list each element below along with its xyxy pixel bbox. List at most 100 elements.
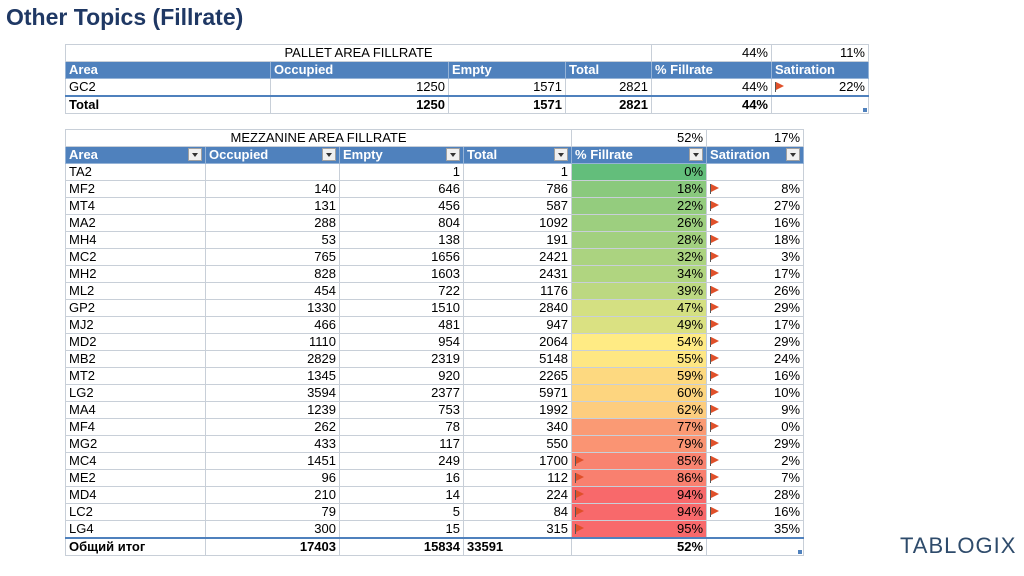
fillrate-cell-text: 59% — [677, 368, 704, 384]
satiration-cell-text: 17% — [774, 266, 801, 282]
total-cell: 1700 — [462, 452, 573, 470]
page-title: Other Topics (Fillrate) — [6, 4, 244, 30]
table-row: MT2 1345 920 2265 59% 16% — [65, 367, 805, 385]
total-cell: 5148 — [462, 350, 573, 368]
total-cell-text: 224 — [546, 487, 569, 503]
table-row: ME2 96 16 112 86% 7% — [65, 469, 805, 487]
satiration-cell: 8% — [706, 180, 805, 198]
empty-cell: 138 — [339, 231, 464, 249]
flag-icon — [710, 218, 720, 228]
pallet-caption-sat: 11% — [771, 44, 869, 62]
fillrate-cell-text: 85% — [677, 453, 704, 469]
satiration-cell-text: 9% — [781, 402, 801, 418]
fillrate-cell: 94% — [571, 486, 708, 504]
total-cell: 315 — [462, 520, 573, 539]
mezz-header-cell: Total — [462, 146, 573, 164]
table-row: MD4 210 14 224 94% 28% — [65, 486, 805, 504]
total-cell: 224 — [462, 486, 573, 504]
mezz-header-cell-text: Satiration — [710, 147, 770, 163]
mezz-caption-sat: 17% — [706, 129, 805, 147]
area-cell: MA2 — [65, 214, 206, 232]
table-resize-handle[interactable] — [798, 550, 803, 554]
flag-icon — [710, 337, 720, 347]
fillrate-cell-text: 62% — [677, 402, 704, 418]
table-row: MA2 288 804 1092 26% 16% — [65, 214, 805, 232]
total-cell-text: 786 — [546, 181, 569, 197]
occupied-cell: 53 — [205, 231, 340, 249]
mezz-caption-fill: 52% — [571, 129, 708, 147]
satiration-cell: 18% — [706, 231, 805, 249]
total-cell-text: 587 — [546, 198, 569, 214]
area-cell-text: MA2 — [69, 215, 96, 231]
occupied-cell: 262 — [205, 418, 340, 436]
total-occupied-text: 17403 — [299, 539, 336, 554]
satiration-cell: 17% — [706, 265, 805, 283]
table-resize-handle[interactable] — [863, 108, 867, 112]
filter-dropdown-icon[interactable] — [554, 148, 569, 161]
total-cell-text: 2265 — [539, 368, 569, 384]
empty-cell-text: 16 — [445, 470, 460, 486]
occupied-cell: 765 — [205, 248, 340, 266]
filter-dropdown-icon[interactable] — [786, 148, 801, 161]
fillrate-cell-text: 55% — [677, 351, 704, 367]
occupied-cell-text: 3594 — [307, 385, 336, 401]
satiration-cell-text: 18% — [774, 232, 801, 248]
occupied-cell: 1330 — [205, 299, 340, 317]
pallet-caption-sat-text: 11% — [839, 45, 865, 61]
total-cell: 1992 — [462, 401, 573, 419]
flag-icon — [710, 320, 720, 330]
area-cell-text: MF4 — [69, 419, 95, 435]
area-cell: MJ2 — [65, 316, 206, 334]
fillrate-cell: 32% — [571, 248, 708, 266]
total-cell-text: 2821 — [619, 79, 648, 94]
total-cell-text: 1700 — [539, 453, 569, 469]
flag-icon — [710, 473, 720, 483]
pallet-caption-text: PALLET AREA FILLRATE — [284, 45, 433, 61]
table-row: LC2 79 5 84 94% 16% — [65, 503, 805, 521]
filter-dropdown-icon[interactable] — [689, 148, 704, 161]
area-cell-text: MF2 — [69, 181, 95, 197]
occupied-cell-text: 1330 — [307, 300, 336, 316]
occupied-cell: 828 — [205, 265, 340, 283]
occupied-cell-text: 96 — [321, 470, 336, 486]
empty-cell: 117 — [339, 435, 464, 453]
fillrate-cell-text: 39% — [677, 283, 704, 299]
satiration-cell: 35% — [706, 520, 805, 539]
occupied-cell: 1250 — [270, 78, 449, 97]
occupied-cell-text: 828 — [314, 266, 336, 282]
satiration-cell: 7% — [706, 469, 805, 487]
table-row: MF4 262 78 340 77% 0% — [65, 418, 805, 436]
filter-dropdown-icon[interactable] — [188, 148, 202, 161]
empty-cell: 954 — [339, 333, 464, 351]
filter-dropdown-icon[interactable] — [322, 148, 336, 161]
mezz-header-cell-text: Total — [467, 147, 498, 163]
area-cell: MC2 — [65, 248, 206, 266]
pallet-caption-row: PALLET AREA FILLRATE 44% 11% — [65, 44, 869, 62]
occupied-cell-text: 1451 — [307, 453, 336, 469]
mezz-caption-text: MEZZANINE AREA FILLRATE — [230, 130, 407, 146]
fillrate-cell: 34% — [571, 265, 708, 283]
filter-dropdown-icon[interactable] — [446, 148, 460, 161]
pallet-header-cell: Satiration — [771, 61, 869, 79]
mezz-caption-row: MEZZANINE AREA FILLRATE 52% 17% — [64, 129, 805, 147]
area-cell: MC4 — [65, 452, 206, 470]
satiration-cell: 28% — [706, 486, 805, 504]
fillrate-cell: 54% — [571, 333, 708, 351]
flag-icon — [710, 235, 720, 245]
pallet-header-cell-text: % Fillrate — [655, 62, 713, 78]
empty-cell-text: 117 — [439, 436, 460, 452]
area-cell-text: GC2 — [69, 79, 96, 94]
area-cell-text: MT4 — [69, 198, 95, 214]
satiration-cell-text: 26% — [774, 283, 801, 299]
mezz-header-cell-text: % Fillrate — [575, 147, 633, 163]
total-cell: 1176 — [462, 282, 573, 300]
flag-icon — [710, 184, 720, 194]
satiration-cell-text: 24% — [774, 351, 801, 367]
total-cell-text: 340 — [546, 419, 569, 435]
area-cell-text: GP2 — [69, 300, 96, 316]
occupied-cell: 96 — [205, 469, 340, 487]
mezz-caption-sat-text: 17% — [774, 130, 801, 146]
total-empty-text: 1571 — [533, 97, 562, 112]
fillrate-cell-text: 0% — [684, 164, 704, 180]
total-satiration — [706, 537, 805, 556]
